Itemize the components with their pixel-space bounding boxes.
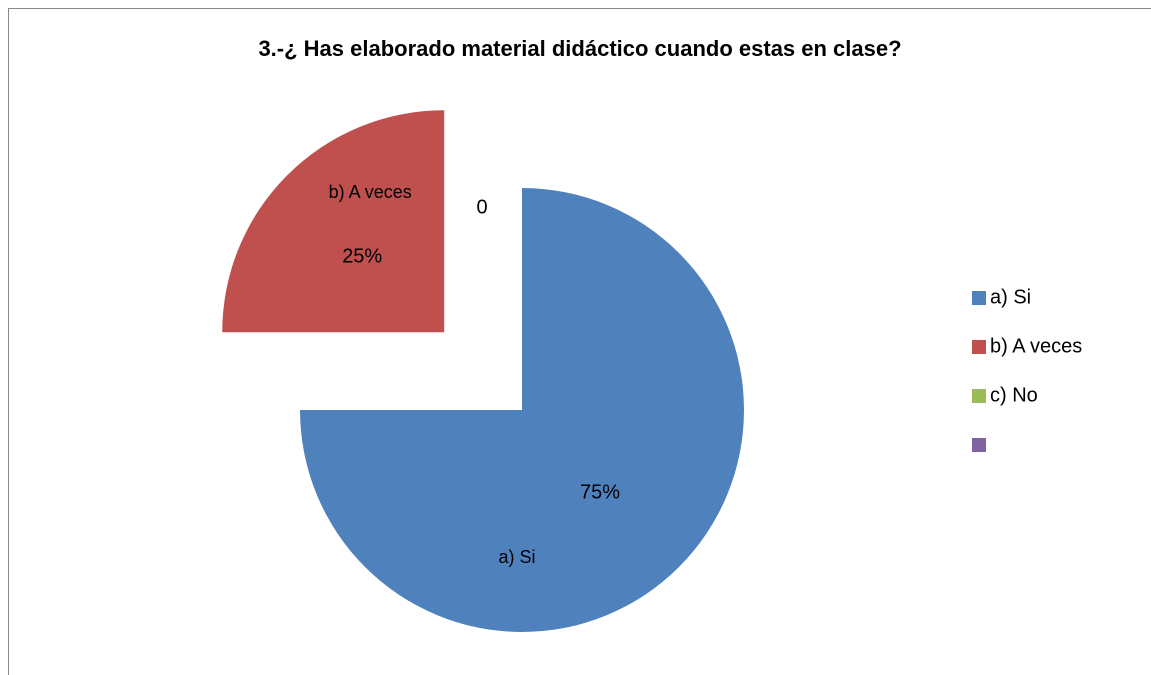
legend-swatch: [972, 389, 986, 403]
pie-slice: [222, 110, 445, 333]
data-label: 75%: [580, 481, 620, 503]
pie-slice: [300, 188, 744, 632]
data-label: 0: [476, 196, 487, 218]
legend-swatch: [972, 438, 986, 452]
slice-category-label: a) Si: [498, 547, 535, 567]
legend-label: b) A veces: [990, 335, 1082, 357]
legend-label: a) Si: [990, 286, 1031, 308]
legend-swatch: [972, 291, 986, 305]
slice-category-label: b) A veces: [329, 182, 412, 202]
legend-label: c) No: [990, 384, 1038, 406]
chart-title: 3.-¿ Has elaborado material didáctico cu…: [258, 36, 901, 61]
legend-swatch: [972, 340, 986, 354]
data-label: 25%: [342, 245, 382, 267]
